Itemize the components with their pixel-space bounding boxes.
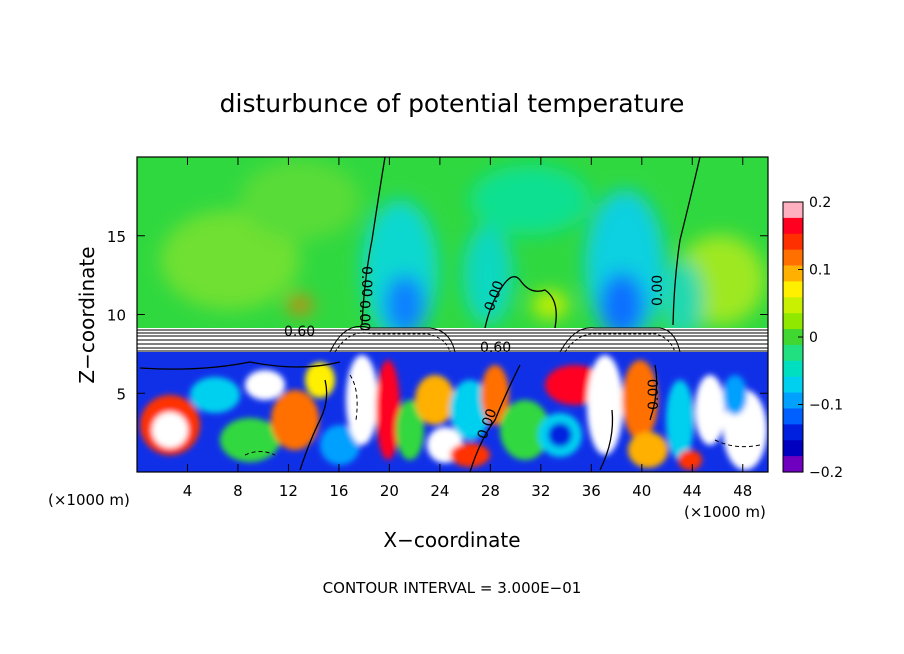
- x-axis: 4 8 12 16 20 24 28 32 36 40 44 48: [183, 157, 752, 500]
- colorbar-swatch: [783, 281, 803, 298]
- colorbar-tick-label: −0.2: [809, 465, 843, 481]
- x-tick-label: 44: [683, 482, 702, 500]
- dashed-contours: [244, 374, 761, 456]
- colorbar: 0.2 0.1 0 −0.1 −0.2: [782, 195, 843, 481]
- x-tick-label: 48: [733, 482, 752, 500]
- x-tick-label: 24: [430, 482, 449, 500]
- x-tick-label: 16: [329, 482, 348, 500]
- plot-area: 0.60 0.60 0.00 0.00 0.00 0.00 0.00 0.00: [137, 157, 768, 472]
- colorbar-swatch: [783, 376, 803, 394]
- colorbar-swatch: [783, 233, 803, 251]
- colorbar-tick-label: 0: [809, 330, 818, 346]
- y-tick-label: 5: [116, 385, 126, 403]
- contour-interval: CONTOUR INTERVAL = 3.000E−01: [323, 579, 582, 597]
- x-unit-right: (×1000 m): [684, 503, 766, 521]
- colorbar-swatch: [783, 297, 803, 314]
- contour-label: 0.00: [646, 379, 662, 410]
- upper-field: [160, 160, 765, 340]
- contour-label: 0.00: [356, 300, 372, 331]
- contour-label: 0.00: [650, 275, 666, 306]
- colorbar-tick-label: 0.2: [809, 195, 831, 211]
- zero-contours: [139, 157, 701, 472]
- colorbar-tick-label: −0.1: [809, 398, 843, 414]
- y-tick-label: 10: [107, 307, 126, 325]
- hill-contours: [329, 326, 681, 353]
- x-tick-label: 20: [380, 482, 399, 500]
- colorbar-swatch: [783, 249, 803, 267]
- contour-label: 0.00: [358, 266, 374, 297]
- y-axis-label: Z−coordinate: [75, 246, 99, 383]
- x-tick-label: 28: [481, 482, 500, 500]
- colorbar-swatch: [783, 313, 803, 330]
- x-tick-label: 12: [279, 482, 298, 500]
- x-unit-left: (×1000 m): [48, 491, 130, 509]
- colorbar-swatch: [783, 392, 803, 410]
- colorbar-swatch: [783, 344, 803, 362]
- x-axis-label: X−coordinate: [383, 528, 520, 552]
- x-tick-label: 8: [233, 482, 243, 500]
- y-tick-label: 15: [107, 228, 126, 246]
- colorbar-swatch: [783, 329, 803, 346]
- contour-label: 0.60: [284, 324, 315, 340]
- colorbar-swatch: [783, 265, 803, 283]
- colorbar-swatch: [783, 217, 803, 235]
- colorbar-swatch: [783, 408, 803, 425]
- colorbar-swatch: [783, 424, 803, 441]
- colorbar-swatch: [783, 202, 803, 219]
- lower-field: [140, 355, 767, 470]
- colorbar-swatch: [783, 360, 803, 378]
- y-axis: 5 10 15: [107, 228, 768, 403]
- colorbar-tick-label: 0.1: [809, 263, 831, 279]
- x-tick-label: 36: [582, 482, 601, 500]
- x-tick-label: 40: [632, 482, 651, 500]
- x-tick-label: 4: [183, 482, 193, 500]
- stable-layer-lines: [137, 329, 768, 352]
- contour-label: 0.60: [480, 340, 511, 356]
- colorbar-swatch: [783, 456, 803, 473]
- colorbar-swatch: [783, 440, 803, 457]
- x-tick-label: 32: [531, 482, 550, 500]
- chart-title: disturbunce of potential temperature: [220, 89, 685, 118]
